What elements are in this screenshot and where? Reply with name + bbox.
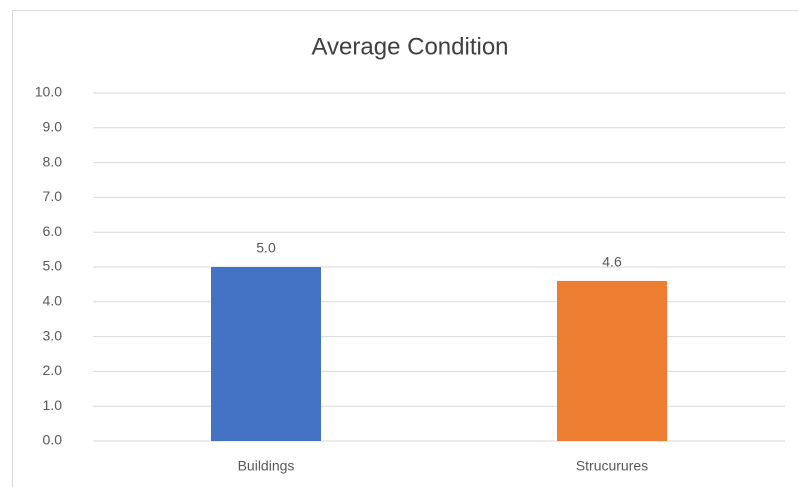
- y-tick-label: 4.0: [43, 293, 63, 309]
- y-tick-label: 3.0: [43, 327, 63, 343]
- y-tick-label: 10.0: [35, 84, 62, 100]
- y-tick-label: 1.0: [43, 397, 63, 413]
- y-tick-label: 9.0: [43, 119, 63, 135]
- data-label: 5.0: [256, 240, 276, 256]
- chart-border: [12, 10, 798, 487]
- y-tick-label: 6.0: [43, 223, 63, 239]
- y-tick-label: 2.0: [43, 362, 63, 378]
- bar: [557, 280, 667, 441]
- chart-title: Average Condition: [311, 33, 508, 60]
- x-tick-label: Buildings: [238, 458, 295, 474]
- y-tick-label: 7.0: [43, 188, 63, 204]
- y-tick-label: 5.0: [43, 258, 63, 274]
- x-tick-label: Strucurures: [576, 458, 648, 474]
- bar: [211, 267, 321, 441]
- y-tick-label: 0.0: [43, 432, 63, 448]
- data-label: 4.6: [602, 254, 622, 270]
- y-tick-label: 8.0: [43, 153, 63, 169]
